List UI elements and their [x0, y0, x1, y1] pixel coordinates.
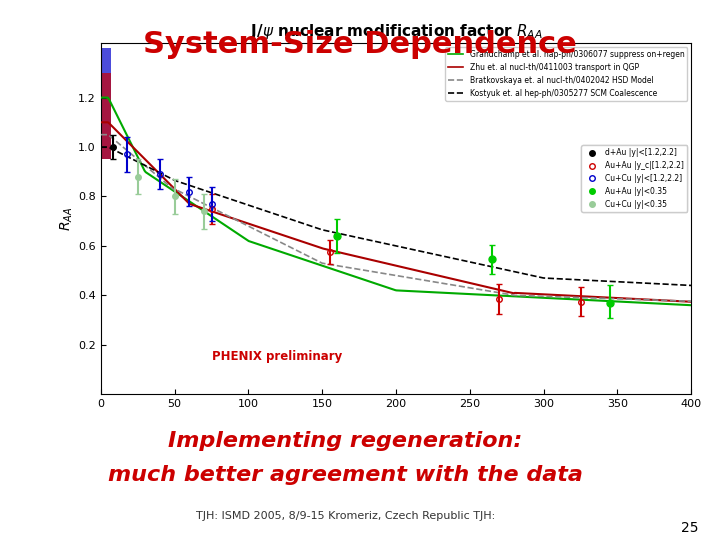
Text: 25: 25	[681, 521, 698, 535]
X-axis label: N: N	[391, 415, 401, 428]
Text: System-Size Dependence: System-Size Dependence	[143, 30, 577, 59]
Bar	[102, 48, 111, 159]
Bar	[102, 73, 111, 159]
Text: Implementing regeneration:: Implementing regeneration:	[168, 431, 523, 451]
Text: PHENIX preliminary: PHENIX preliminary	[212, 349, 342, 362]
Title: J/$\psi$ nuclear modification factor $R_{AA}$: J/$\psi$ nuclear modification factor $R_…	[250, 22, 542, 41]
FancyBboxPatch shape	[4, 406, 688, 539]
Text: much better agreement with the data: much better agreement with the data	[108, 465, 583, 485]
Text: TJH: ISMD 2005, 8/9-15 Kromeriz, Czech Republic TJH:: TJH: ISMD 2005, 8/9-15 Kromeriz, Czech R…	[196, 511, 495, 521]
Legend: d+Au |y|<[1.2,2.2], Au+Au |y_c|[1.2,2.2], Cu+Cu |y|<[1.2,2.2], Au+Au |y|<0.35, C: d+Au |y|<[1.2,2.2], Au+Au |y_c|[1.2,2.2]…	[581, 145, 688, 212]
Y-axis label: $R_{AA}$: $R_{AA}$	[59, 207, 76, 231]
